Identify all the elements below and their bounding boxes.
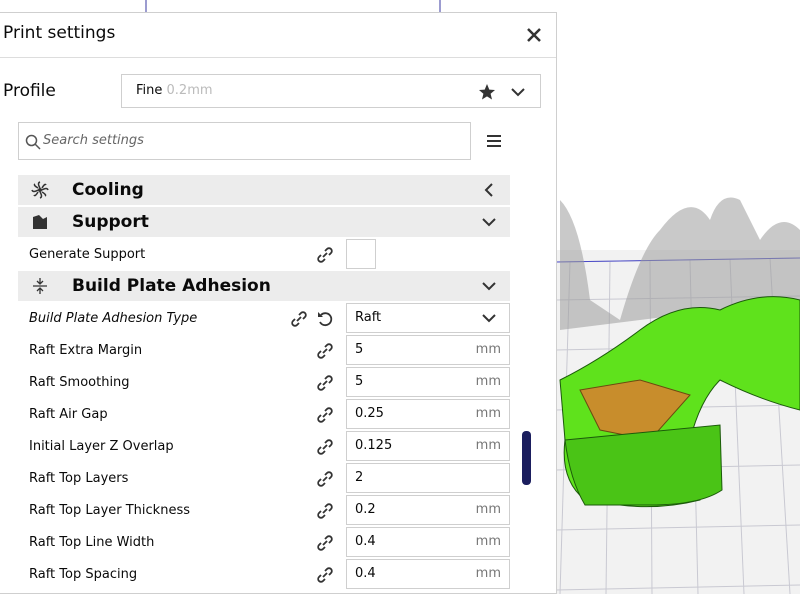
scrollbar[interactable] [522, 431, 531, 485]
input-field[interactable]: 0.4 mm [346, 559, 510, 589]
menu-button[interactable] [486, 133, 502, 149]
setting-value: 0.4 [355, 566, 376, 581]
setting-label: Raft Smoothing [29, 375, 130, 390]
settings-panel: Print settings Profile Fine 0.2mm Search… [0, 12, 557, 594]
setting-unit: mm [475, 374, 501, 389]
link-icon [317, 407, 333, 423]
setting-label: Initial Layer Z Overlap [29, 439, 174, 454]
section-title: Support [72, 212, 149, 232]
input-field[interactable]: 2 [346, 463, 510, 493]
checkbox[interactable] [346, 239, 376, 269]
setting-value: 0.125 [355, 438, 393, 453]
profile-label: Profile [3, 81, 56, 101]
profile-detail: 0.2mm [166, 83, 213, 98]
section-chevron[interactable] [480, 277, 498, 295]
setting-unit: mm [475, 566, 501, 581]
panel-title: Print settings [3, 23, 116, 43]
section-title: Build Plate Adhesion [72, 276, 271, 296]
link-icon [317, 503, 333, 519]
setting-label: Raft Air Gap [29, 407, 108, 422]
setting-unit: mm [475, 406, 501, 421]
section-icon [33, 278, 47, 294]
section-chevron[interactable] [480, 181, 498, 199]
search-icon [25, 134, 41, 150]
input-field[interactable]: 0.125 mm [346, 431, 510, 461]
section-header[interactable]: Build Plate Adhesion [18, 271, 510, 301]
favorite-icon[interactable] [478, 83, 496, 101]
setting-value: Raft [355, 310, 382, 325]
setting-label: Raft Top Layers [29, 471, 129, 486]
section-icon [31, 181, 49, 199]
search-placeholder: Search settings [43, 133, 144, 148]
title-bar [0, 13, 556, 58]
dropdown[interactable]: Raft [346, 303, 510, 333]
link-icon [317, 567, 333, 583]
input-field[interactable]: 0.4 mm [346, 527, 510, 557]
profile-name: Fine [136, 83, 163, 98]
setting-unit: mm [475, 534, 501, 549]
setting-value: 0.4 [355, 534, 376, 549]
setting-unit: mm [475, 502, 501, 517]
reset-button[interactable] [316, 310, 334, 328]
link-icon [317, 471, 333, 487]
section-title: Cooling [72, 180, 144, 200]
link-icon [317, 343, 333, 359]
link-icon [291, 311, 307, 327]
setting-label: Raft Top Line Width [29, 535, 155, 550]
setting-value: 0.2 [355, 502, 376, 517]
link-icon [317, 247, 333, 263]
setting-label: Generate Support [29, 247, 146, 262]
chevron [511, 88, 525, 97]
input-field[interactable]: 5 mm [346, 367, 510, 397]
input-field[interactable]: 0.2 mm [346, 495, 510, 525]
setting-value: 2 [355, 470, 364, 485]
link-icon [317, 375, 333, 391]
profile-dropdown[interactable]: Fine 0.2mm [121, 74, 541, 108]
setting-label: Raft Top Layer Thickness [29, 503, 190, 518]
section-chevron[interactable] [480, 213, 498, 231]
link-icon [317, 439, 333, 455]
setting-unit: mm [475, 342, 501, 357]
section-header[interactable]: Cooling [18, 175, 510, 205]
link-icon [317, 535, 333, 551]
setting-label: Raft Top Spacing [29, 567, 138, 582]
setting-value: 0.25 [355, 406, 384, 421]
setting-unit: mm [475, 438, 501, 453]
search-box[interactable]: Search settings [18, 122, 471, 160]
setting-value: 5 [355, 342, 364, 357]
close-button[interactable] [525, 26, 543, 44]
input-field[interactable]: 0.25 mm [346, 399, 510, 429]
section-icon [33, 215, 47, 229]
setting-label: Raft Extra Margin [29, 343, 143, 358]
section-header[interactable]: Support [18, 207, 510, 237]
setting-value: 5 [355, 374, 364, 389]
chevron [482, 314, 496, 323]
input-field[interactable]: 5 mm [346, 335, 510, 365]
setting-label: Build Plate Adhesion Type [29, 311, 198, 326]
